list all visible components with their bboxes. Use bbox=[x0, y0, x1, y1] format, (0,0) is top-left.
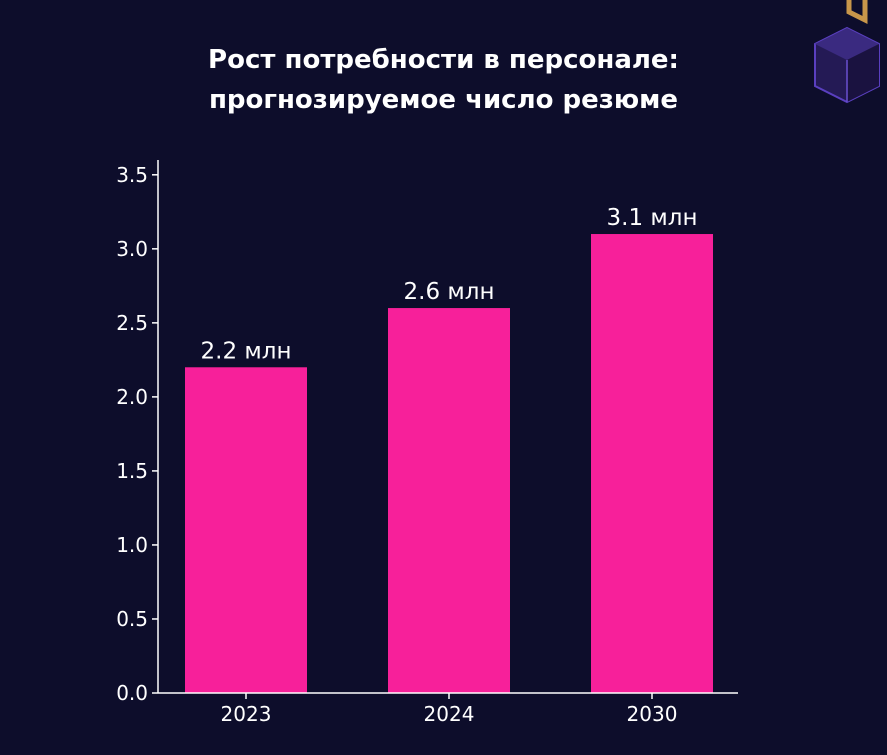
y-tick-label: 2.0 bbox=[116, 385, 148, 409]
y-tick-label: 1.0 bbox=[116, 533, 148, 557]
bar-value-label: 2.2 млн bbox=[201, 338, 292, 364]
bars-group: 2.2 млн 2.6 млн 3.1 млн bbox=[185, 205, 713, 693]
y-tick-label: 1.5 bbox=[116, 459, 148, 483]
cube-logo-icon bbox=[814, 0, 880, 104]
chart-title: Рост потребности в персонале: прогнозиру… bbox=[0, 40, 887, 120]
bar-value-label: 2.6 млн bbox=[404, 279, 495, 305]
y-tick-label: 0.5 bbox=[116, 607, 148, 631]
bar-2023 bbox=[185, 367, 307, 693]
bar-2024 bbox=[388, 308, 510, 693]
bar-2030 bbox=[591, 234, 713, 693]
chart-title-line-2: прогнозируемое число резюме bbox=[208, 85, 679, 115]
x-tick-label: 2030 bbox=[627, 702, 678, 726]
x-tick-label: 2023 bbox=[221, 702, 272, 726]
x-tick-label: 2024 bbox=[424, 702, 475, 726]
y-tick-label: 0.0 bbox=[116, 681, 148, 705]
x-axis: 2023 2024 2030 bbox=[221, 693, 678, 726]
y-tick-label: 2.5 bbox=[116, 311, 148, 335]
chart-title-line-1: Рост потребности в персонале: bbox=[208, 45, 679, 75]
y-axis: 0.0 0.5 1.0 1.5 2.0 2.5 3.0 3.5 bbox=[116, 163, 158, 705]
bar-value-label: 3.1 млн bbox=[607, 205, 698, 231]
y-tick-label: 3.5 bbox=[116, 163, 148, 187]
y-tick-label: 3.0 bbox=[116, 237, 148, 261]
